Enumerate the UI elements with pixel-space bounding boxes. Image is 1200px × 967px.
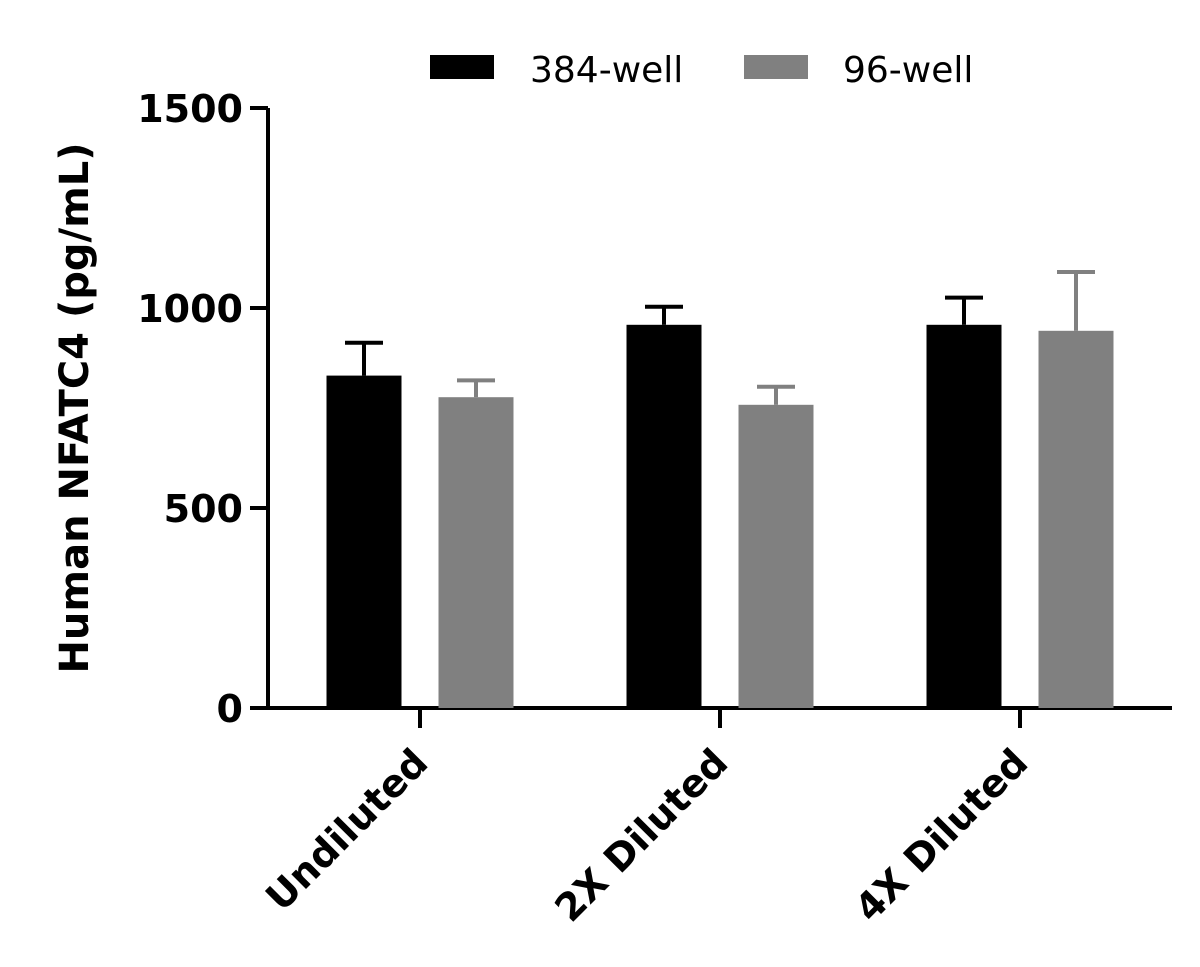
bar-384-well-4X Diluted (926, 324, 1002, 708)
bars (326, 270, 1114, 708)
y-tick-label: 0 (217, 687, 243, 731)
y-axis-title: Human NFATC4 (pg/mL) (52, 142, 98, 673)
legend-label-384-well: 384-well (530, 50, 683, 91)
legend-swatch-96-well (744, 55, 808, 79)
bar-96-well-4X Diluted (1038, 330, 1114, 708)
legend-label-96-well: 96-well (843, 50, 973, 91)
x-tick-label: 2X Diluted (546, 740, 736, 930)
x-tick-label: 4X Diluted (846, 740, 1036, 930)
legend-swatch-384-well (430, 55, 494, 79)
x-ticks: Undiluted 2X Diluted 4X Diluted (257, 708, 1036, 930)
y-tick-label: 1000 (137, 287, 243, 331)
x-tick-label: Undiluted (257, 740, 436, 919)
legend: 384-well 96-well (430, 50, 973, 91)
y-tick-label: 1500 (137, 87, 243, 131)
bar-96-well-2X Diluted (738, 404, 814, 708)
y-tick-label: 500 (164, 487, 243, 531)
y-ticks: 0 500 1000 1500 (137, 87, 268, 731)
bar-384-well-2X Diluted (626, 324, 702, 708)
bar-384-well-Undiluted (326, 375, 402, 708)
bar-96-well-Undiluted (438, 397, 514, 708)
